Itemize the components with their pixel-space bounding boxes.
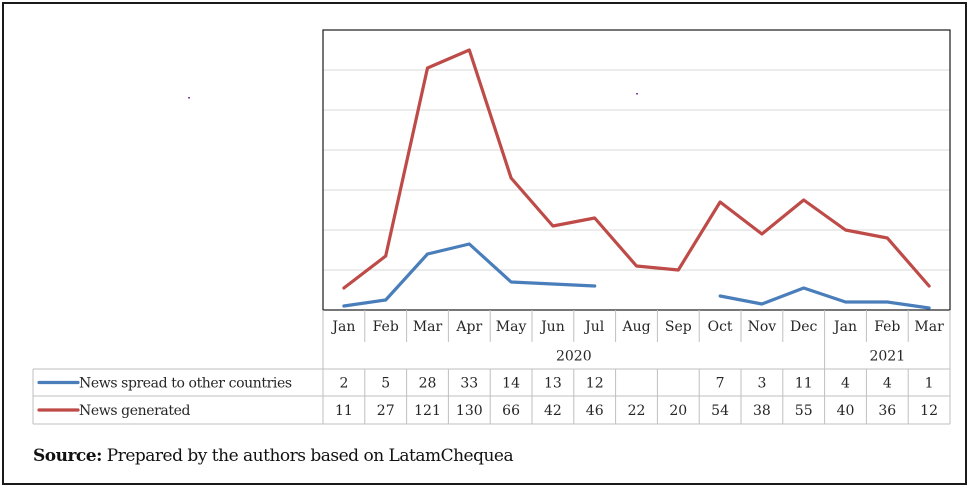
source-text: Prepared by the authors based on LatamCh… (101, 446, 514, 466)
series-line-1 (342, 242, 597, 308)
data-label: 38 (753, 403, 771, 419)
x-group-label: 2020 (556, 349, 592, 365)
x-tick-label: Nov (748, 319, 777, 335)
x-tick-label: Mar (914, 319, 944, 335)
x-tick-label: Oct (708, 319, 733, 335)
data-label: 130 (456, 403, 483, 419)
plot-area-border (322, 29, 951, 311)
data-label: 20 (669, 403, 687, 419)
stray-mark (188, 97, 190, 99)
x-tick-label: Apr (455, 319, 482, 335)
legend-label: News spread to other countries (79, 376, 292, 392)
data-label: 42 (544, 403, 562, 419)
data-label: 12 (586, 376, 604, 392)
data-table: Jan Feb Mar Apr May Jun Jul Aug Sep Oct Nov Dec Jan F… (32, 310, 951, 425)
x-tick-label: May (496, 319, 527, 335)
x-tick-label: Mar (413, 319, 443, 335)
data-label: 4 (841, 376, 850, 392)
x-tick-label: Feb (373, 319, 399, 335)
data-label: 22 (628, 403, 646, 419)
data-label: 3 (757, 376, 766, 392)
x-tick-label: Dec (790, 319, 818, 335)
data-label: 46 (586, 403, 604, 419)
data-label: 11 (795, 376, 813, 392)
data-label: 1 (925, 376, 934, 392)
data-label: 28 (419, 376, 437, 392)
data-label: 55 (795, 403, 813, 419)
x-tick-label: Jun (539, 319, 565, 335)
x-tick-label: Jan (832, 319, 857, 335)
data-label: 12 (920, 403, 938, 419)
x-tick-label: Jul (583, 319, 605, 335)
legend-label: News generated (79, 403, 190, 419)
stray-mark (636, 93, 638, 95)
data-label: 40 (837, 403, 855, 419)
data-label: 13 (544, 376, 562, 392)
data-label: 2 (339, 376, 348, 392)
data-label: 5 (381, 376, 390, 392)
x-tick-label: Jan (330, 319, 355, 335)
data-label: 33 (460, 376, 478, 392)
series-lines (342, 48, 931, 310)
data-label: 7 (716, 376, 725, 392)
data-label: 66 (502, 403, 520, 419)
data-label: 11 (335, 403, 353, 419)
source-label: Source: (33, 446, 102, 466)
gridlines (323, 69, 950, 271)
data-label: 14 (502, 376, 520, 392)
x-tick-label: Aug (621, 319, 650, 335)
data-label: 36 (878, 403, 896, 419)
source-note: Source: Prepared by the authors based on… (33, 446, 514, 466)
x-tick-label: Feb (874, 319, 900, 335)
data-label: 27 (377, 403, 395, 419)
data-label: 54 (711, 403, 729, 419)
data-label: 121 (414, 403, 441, 419)
data-label: 4 (883, 376, 892, 392)
series-line-1 (718, 286, 931, 310)
x-group-label: 2021 (869, 349, 905, 365)
stray-marks (188, 93, 638, 99)
x-tick-label: Sep (665, 319, 692, 335)
series-line-2 (342, 48, 931, 290)
